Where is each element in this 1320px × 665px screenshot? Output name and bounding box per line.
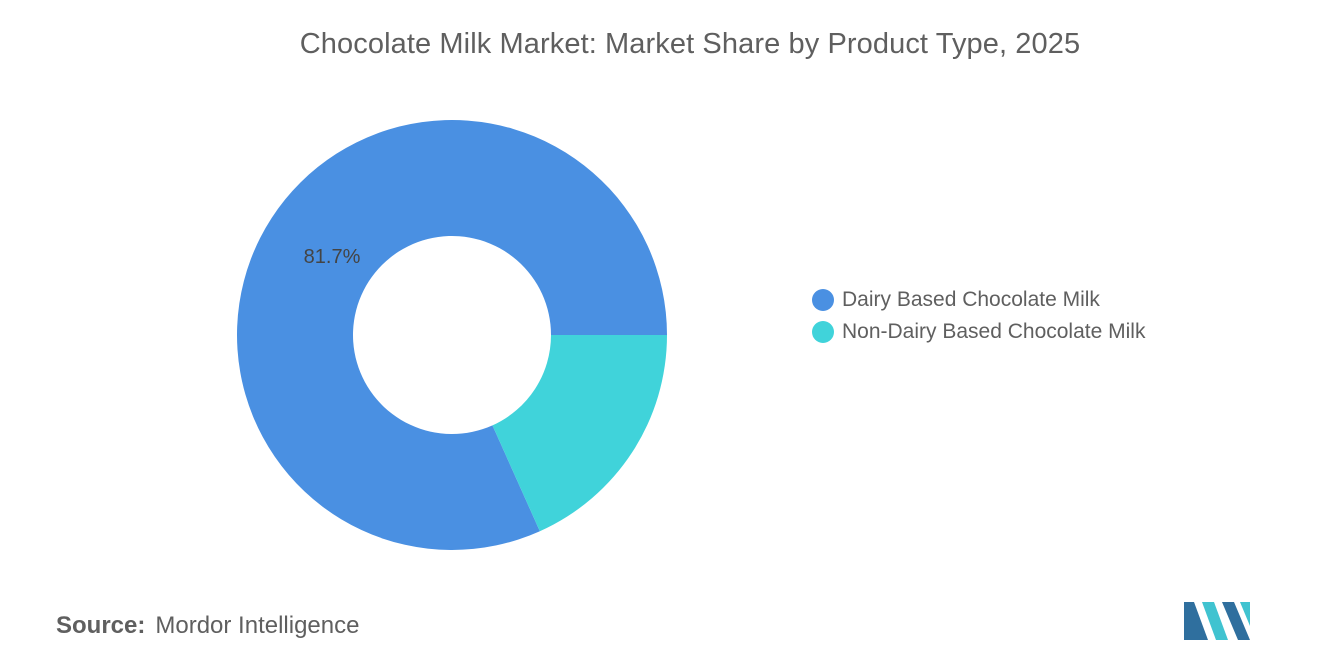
- logo-shape-bar: [1240, 602, 1250, 626]
- source-text: Mordor Intelligence: [155, 612, 360, 639]
- data-label-dairy: 81.7%: [304, 246, 361, 268]
- legend-item-dairy[interactable]: Dairy Based Chocolate Milk: [812, 284, 1145, 316]
- slice-non-dairy[interactable]: [492, 335, 667, 532]
- legend-label-non-dairy: Non-Dairy Based Chocolate Milk: [842, 320, 1146, 343]
- legend-item-non-dairy[interactable]: Non-Dairy Based Chocolate Milk: [812, 316, 1145, 348]
- logo-shape-right: [1222, 602, 1250, 640]
- legend-label-dairy: Dairy Based Chocolate Milk: [842, 288, 1100, 311]
- logo-shape-mid: [1202, 602, 1228, 640]
- logo-shape-left: [1184, 602, 1208, 640]
- source-note: Source: Mordor Intelligence: [56, 612, 359, 640]
- source-label: Source:: [56, 612, 146, 639]
- chart-title: Chocolate Milk Market: Market Share by P…: [299, 28, 1081, 60]
- legend-swatch-non-dairy: [812, 321, 834, 343]
- legend: Dairy Based Chocolate Milk Non-Dairy Bas…: [812, 284, 1145, 348]
- mordor-intelligence-logo: [1184, 602, 1250, 640]
- legend-swatch-dairy: [812, 289, 834, 311]
- slice-dairy[interactable]: [236, 119, 667, 550]
